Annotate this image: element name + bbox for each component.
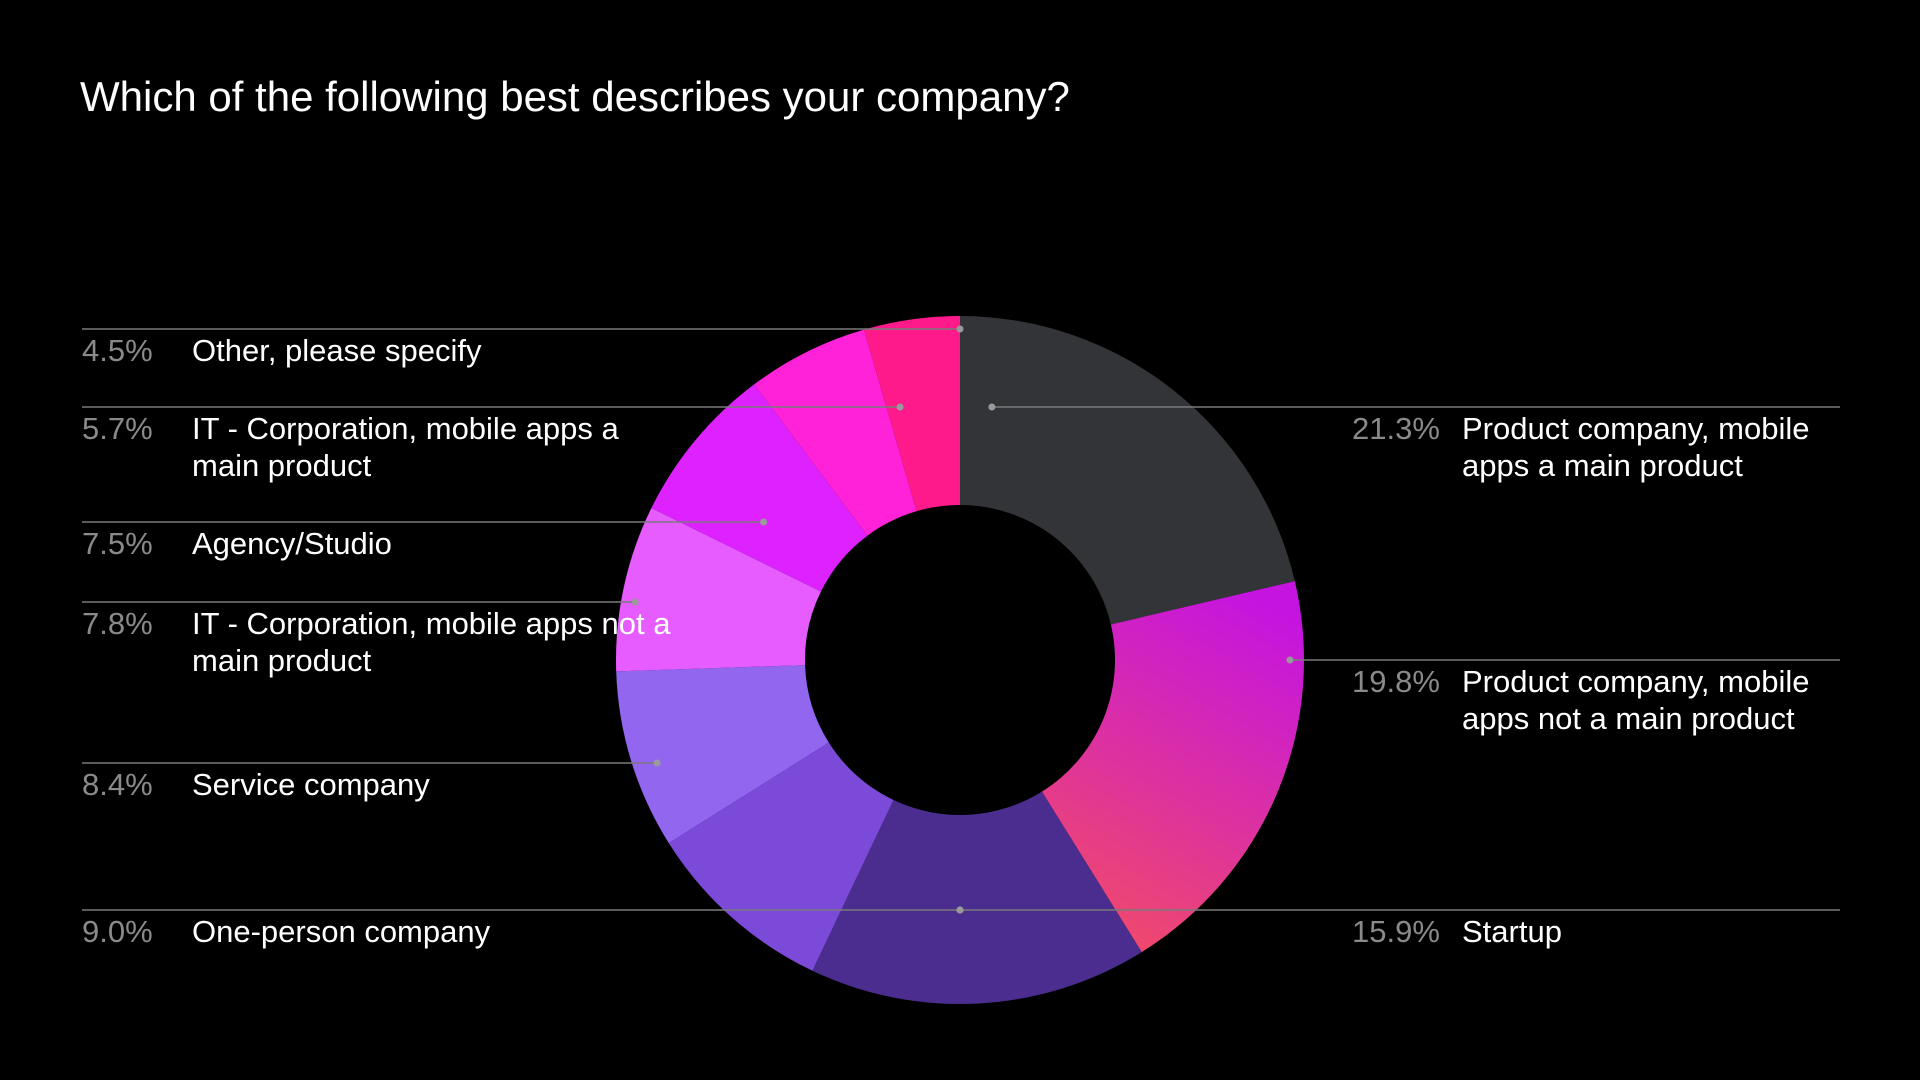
- leader-dot: [760, 518, 768, 526]
- slice-percent-label: 7.5%: [82, 526, 153, 561]
- slice-category-label: Agency/Studio: [192, 526, 392, 561]
- slice-percent-label: 5.7%: [82, 411, 153, 446]
- donut-slice: [616, 665, 829, 844]
- slice-percent-label: 4.5%: [82, 333, 153, 368]
- leader-dot: [988, 403, 996, 411]
- leader-dot: [956, 906, 964, 914]
- donut-slice: [651, 384, 868, 592]
- donut-slices: [616, 316, 1304, 1004]
- slice-category-label: Service company: [192, 767, 430, 802]
- slice-category-label: Other, please specify: [192, 333, 482, 368]
- leader-dot: [653, 759, 661, 767]
- slice-percent-label: 7.8%: [82, 606, 153, 641]
- donut-slice: [863, 316, 960, 512]
- slice-percent-label: 8.4%: [82, 767, 153, 802]
- chart-title: Which of the following best describes yo…: [80, 73, 1070, 120]
- slice-percent-label: 15.9%: [1352, 914, 1440, 949]
- donut-slice: [616, 508, 821, 672]
- slice-category-label: Startup: [1462, 914, 1562, 949]
- slice-percent-label: 19.8%: [1352, 664, 1440, 699]
- donut-slice: [1041, 581, 1304, 953]
- slice-annotations: 21.3% Product company, mobile apps a main …: [82, 325, 1840, 949]
- leader-dot: [896, 403, 904, 411]
- leader-dot: [1286, 656, 1294, 664]
- leader-dot: [631, 598, 639, 606]
- slice-category-label: One-person company: [192, 914, 491, 949]
- leader-dot: [956, 325, 964, 333]
- slice-category-label: IT - Corporation, mobile apps not a main …: [192, 606, 671, 678]
- donut-slice: [812, 791, 1142, 1004]
- slice-percent-label: 9.0%: [82, 914, 153, 949]
- donut-slice: [754, 329, 917, 536]
- slice-category-label: IT - Corporation, mobile apps a main prod…: [192, 411, 620, 483]
- slice-category-label: Product company, mobile apps a main produ…: [1462, 411, 1809, 483]
- donut-slice: [668, 742, 894, 971]
- slice-percent-label: 21.3%: [1352, 411, 1440, 446]
- donut-slice: [960, 316, 1295, 625]
- slice-category-label: Product company, mobile apps not a main p…: [1462, 664, 1809, 736]
